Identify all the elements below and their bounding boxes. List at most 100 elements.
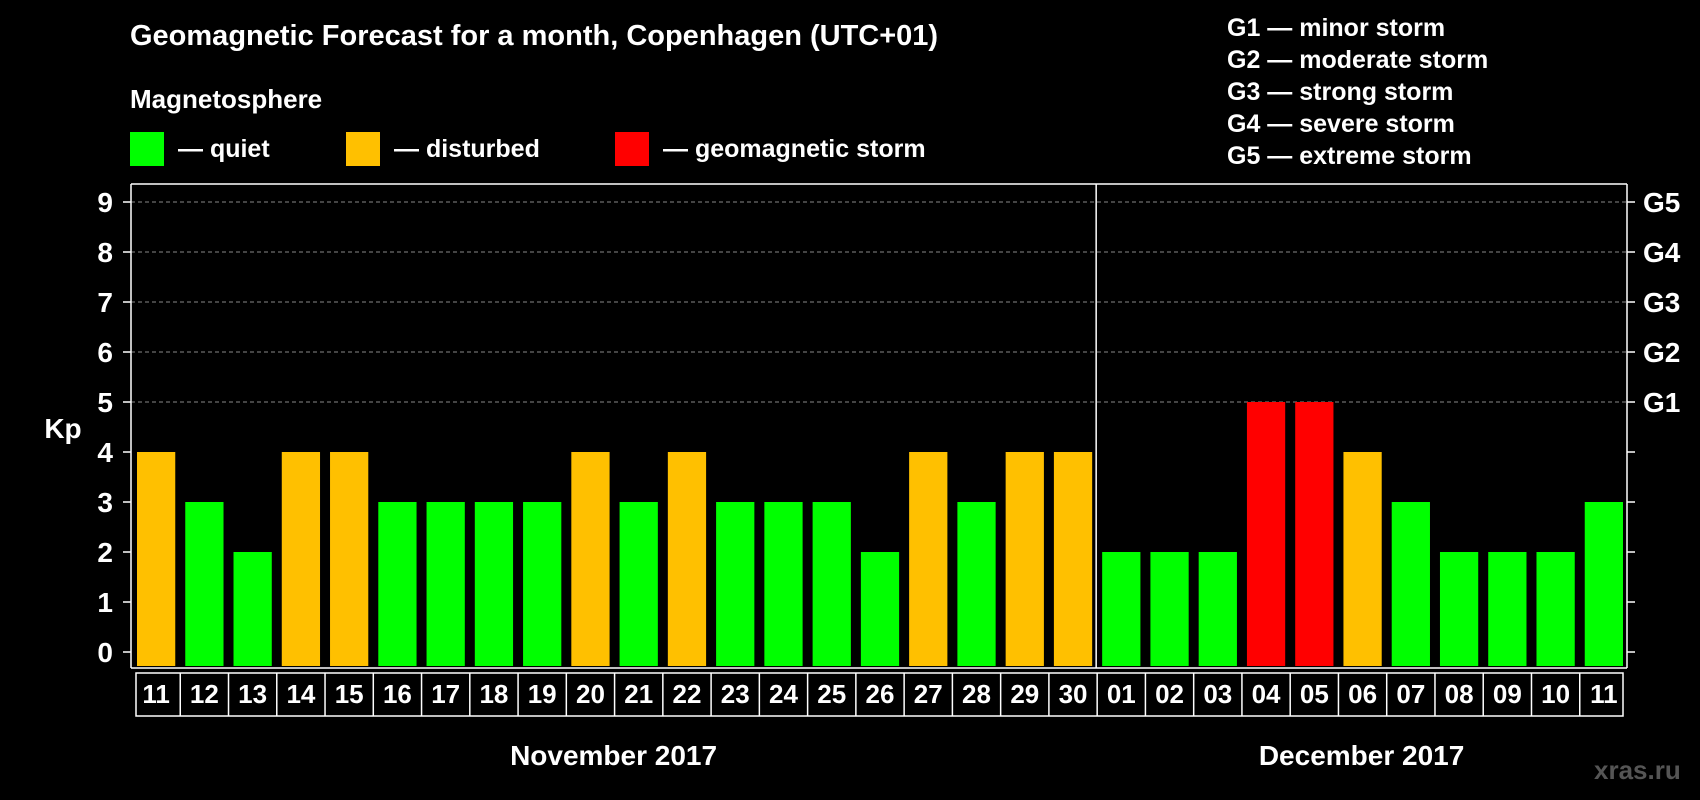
- storm-level-g3: G3 — strong storm: [1227, 78, 1454, 106]
- x-tick-label-22: 03: [1203, 679, 1232, 709]
- x-tick-label-12: 23: [721, 679, 750, 709]
- bar-7: [474, 502, 514, 666]
- x-tick-label-18: 29: [1010, 679, 1039, 709]
- y-tick-label-3: 3: [97, 487, 113, 518]
- y-tick-label-1: 1: [97, 587, 113, 618]
- chart-title: Geomagnetic Forecast for a month, Copenh…: [130, 20, 939, 52]
- bar-28: [1488, 552, 1527, 666]
- x-tick-label-14: 25: [817, 679, 846, 709]
- x-tick-label-10: 21: [624, 679, 653, 709]
- bar-8: [523, 502, 562, 666]
- bar-19: [1053, 452, 1093, 666]
- x-tick-label-11: 22: [673, 679, 702, 709]
- legend-heading: Magnetosphere: [130, 84, 323, 114]
- bar-25: [1343, 452, 1382, 666]
- x-tick-label-0: 11: [142, 679, 170, 709]
- bar-3: [281, 452, 321, 666]
- y-tick-label-6: 6: [97, 337, 113, 368]
- x-tick-label-9: 20: [576, 679, 605, 709]
- x-tick-label-23: 04: [1252, 679, 1281, 709]
- x-tick-label-1: 12: [190, 679, 219, 709]
- x-tick-label-3: 14: [286, 679, 315, 709]
- storm-level-g2: G2 — moderate storm: [1227, 46, 1489, 74]
- x-tick-label-24: 05: [1300, 679, 1329, 709]
- bar-24: [1295, 402, 1334, 666]
- x-tick-label-26: 07: [1396, 679, 1425, 709]
- legend-swatch-quiet: [130, 132, 164, 166]
- legend-swatch-disturbed: [346, 132, 380, 166]
- y-tick-label-2: 2: [97, 537, 113, 568]
- bar-9: [571, 452, 610, 666]
- bar-30: [1584, 502, 1623, 666]
- x-tick-label-28: 09: [1493, 679, 1522, 709]
- x-tick-label-8: 19: [528, 679, 557, 709]
- x-tick-label-25: 06: [1348, 679, 1377, 709]
- bar-29: [1536, 552, 1575, 666]
- y-tick-label-4: 4: [97, 437, 113, 468]
- bar-26: [1391, 502, 1430, 666]
- x-tick-label-13: 24: [769, 679, 798, 709]
- bar-2: [233, 552, 272, 666]
- y-tick-label-7: 7: [97, 287, 113, 318]
- legend-item-quiet: — quiet: [130, 132, 270, 166]
- storm-level-g5: G5 — extreme storm: [1227, 142, 1472, 170]
- bar-21: [1150, 552, 1189, 666]
- x-tick-label-29: 10: [1541, 679, 1570, 709]
- x-tick-label-15: 26: [866, 679, 895, 709]
- bar-23: [1246, 402, 1286, 666]
- bar-20: [1102, 552, 1141, 666]
- bar-22: [1198, 552, 1237, 666]
- bar-15: [860, 552, 900, 666]
- month-label-1: December 2017: [1259, 740, 1464, 771]
- x-tick-label-4: 15: [335, 679, 364, 709]
- y-axis-label: Kp: [44, 413, 81, 444]
- bar-18: [1005, 452, 1044, 666]
- x-tick-label-19: 30: [1059, 679, 1088, 709]
- x-tick-label-16: 27: [914, 679, 943, 709]
- storm-tick-label-g2: G2: [1643, 337, 1680, 368]
- bar-11: [667, 452, 707, 666]
- x-tick-label-20: 01: [1107, 679, 1136, 709]
- y-tick-label-0: 0: [97, 637, 113, 668]
- x-tick-label-17: 28: [962, 679, 991, 709]
- storm-tick-label-g5: G5: [1643, 187, 1680, 218]
- month-label-0: November 2017: [510, 740, 717, 771]
- bar-17: [957, 502, 996, 666]
- storm-level-g1: G1 — minor storm: [1227, 14, 1446, 42]
- y-tick-label-8: 8: [97, 237, 113, 268]
- x-tick-label-30: 11: [1590, 679, 1618, 709]
- x-tick-label-6: 17: [431, 679, 460, 709]
- storm-level-legend: G1 — minor storm G2 — moderate storm G3 …: [1227, 12, 1488, 172]
- x-tick-label-7: 18: [479, 679, 508, 709]
- bar-14: [812, 502, 851, 666]
- bar-16: [909, 452, 948, 666]
- y-tick-label-9: 9: [97, 187, 113, 218]
- x-tick-label-27: 08: [1445, 679, 1474, 709]
- bar-0: [137, 452, 176, 666]
- legend-label-quiet: — quiet: [178, 134, 270, 163]
- legend-item-storm: — geomagnetic storm: [615, 132, 926, 166]
- y-tick-label-5: 5: [97, 387, 113, 418]
- watermark: xras.ru: [1594, 755, 1681, 785]
- legend-swatch-storm: [615, 132, 649, 166]
- x-tick-label-21: 02: [1155, 679, 1184, 709]
- bar-6: [426, 502, 465, 666]
- legend-label-storm: — geomagnetic storm: [663, 134, 926, 163]
- bar-10: [619, 502, 658, 666]
- x-tick-label-5: 16: [383, 679, 412, 709]
- legend-item-disturbed: — disturbed: [346, 132, 540, 166]
- x-tick-label-2: 13: [238, 679, 267, 709]
- storm-tick-label-g1: G1: [1643, 387, 1680, 418]
- storm-tick-label-g3: G3: [1643, 287, 1680, 318]
- bar-27: [1439, 552, 1479, 666]
- bar-1: [185, 502, 224, 666]
- bar-4: [330, 452, 369, 666]
- x-axis-label-strip: [135, 672, 1624, 717]
- storm-tick-label-g4: G4: [1643, 237, 1681, 268]
- storm-level-g4: G4 — severe storm: [1227, 110, 1455, 138]
- bar-12: [716, 502, 755, 666]
- bar-13: [764, 502, 803, 666]
- legend-label-disturbed: — disturbed: [394, 134, 540, 163]
- bar-5: [378, 502, 417, 666]
